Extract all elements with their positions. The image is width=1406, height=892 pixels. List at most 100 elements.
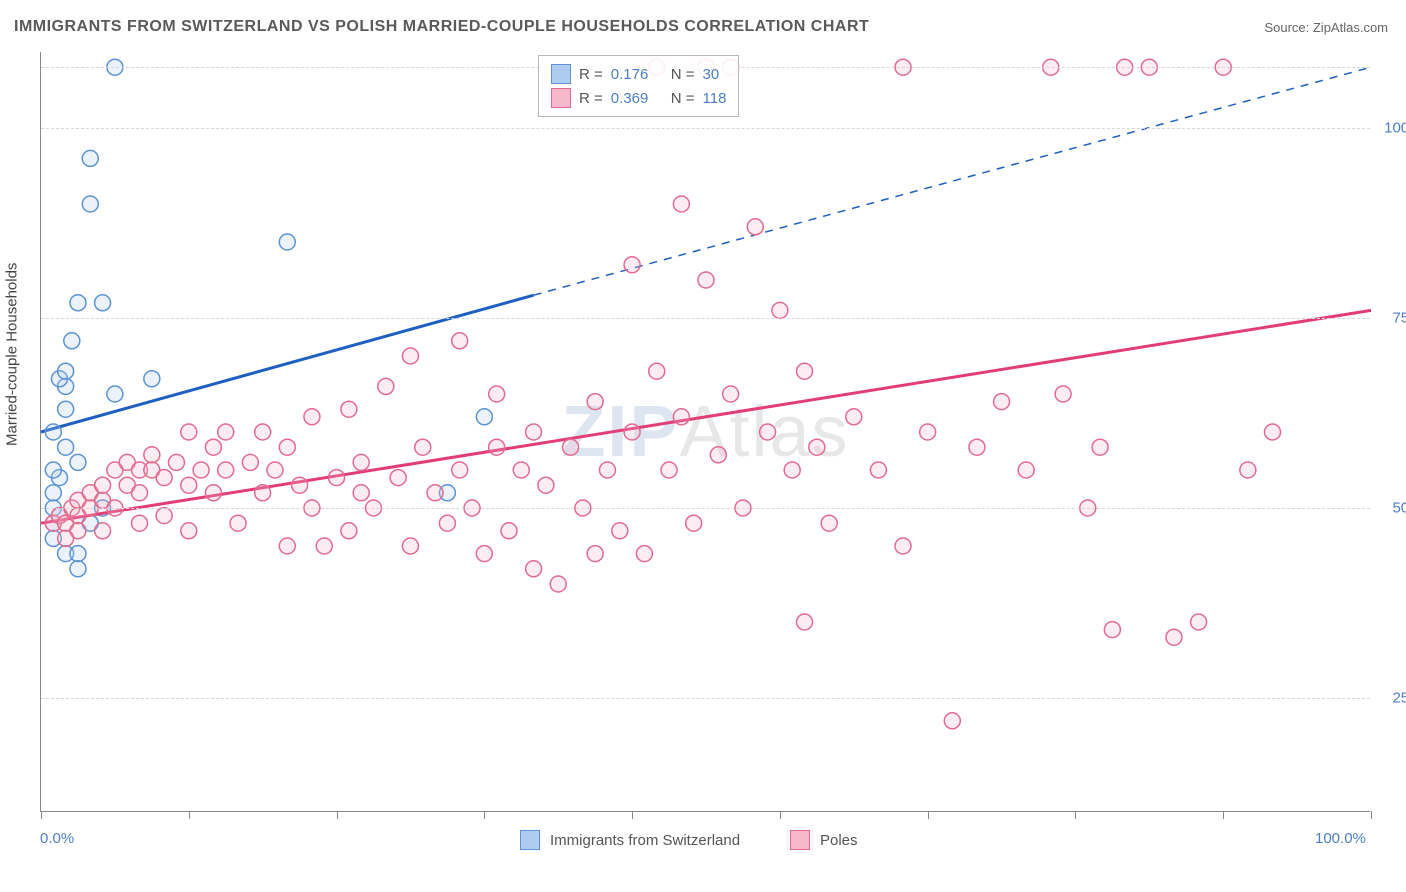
x-legend-poles: Poles bbox=[790, 830, 858, 850]
legend-swatch-poles bbox=[551, 88, 571, 108]
legend-swatch-swiss bbox=[551, 64, 571, 84]
legend-row-swiss: R =0.176N =30 bbox=[551, 62, 726, 86]
y-tick-label: 75.0% bbox=[1392, 310, 1406, 327]
legend-n-label: N = bbox=[671, 90, 695, 107]
regression-line-poles bbox=[41, 310, 1371, 523]
legend-r-value: 0.176 bbox=[611, 66, 663, 83]
source-label: Source: ZipAtlas.com bbox=[1264, 20, 1388, 35]
point-poles bbox=[846, 409, 862, 425]
point-poles bbox=[329, 470, 345, 486]
point-swiss bbox=[82, 150, 98, 166]
correlation-chart: IMMIGRANTS FROM SWITZERLAND VS POLISH MA… bbox=[0, 0, 1406, 892]
point-swiss bbox=[70, 454, 86, 470]
point-poles bbox=[1191, 614, 1207, 630]
legend-r-label: R = bbox=[579, 90, 603, 107]
point-poles bbox=[710, 447, 726, 463]
x-tick bbox=[484, 811, 485, 819]
point-poles bbox=[587, 394, 603, 410]
x-tick bbox=[928, 811, 929, 819]
point-poles bbox=[501, 523, 517, 539]
point-swiss bbox=[64, 333, 80, 349]
point-poles bbox=[218, 424, 234, 440]
point-swiss bbox=[95, 295, 111, 311]
point-poles bbox=[181, 477, 197, 493]
point-poles bbox=[686, 515, 702, 531]
point-poles bbox=[390, 470, 406, 486]
point-poles bbox=[168, 454, 184, 470]
gridline bbox=[41, 128, 1370, 129]
x-tick bbox=[1371, 811, 1372, 819]
point-poles bbox=[279, 538, 295, 554]
point-swiss bbox=[45, 424, 61, 440]
x-tick bbox=[189, 811, 190, 819]
point-poles bbox=[784, 462, 800, 478]
point-swiss bbox=[70, 295, 86, 311]
point-poles bbox=[870, 462, 886, 478]
legend-r-value: 0.369 bbox=[611, 90, 663, 107]
chart-title: IMMIGRANTS FROM SWITZERLAND VS POLISH MA… bbox=[14, 18, 869, 36]
point-poles bbox=[402, 348, 418, 364]
point-poles bbox=[316, 538, 332, 554]
point-poles bbox=[895, 538, 911, 554]
point-poles bbox=[205, 439, 221, 455]
point-swiss bbox=[58, 439, 74, 455]
x-tick bbox=[41, 811, 42, 819]
point-poles bbox=[156, 508, 172, 524]
point-swiss bbox=[82, 196, 98, 212]
point-poles bbox=[156, 470, 172, 486]
legend-n-value: 118 bbox=[703, 90, 727, 107]
gridline bbox=[41, 318, 1370, 319]
point-poles bbox=[1055, 386, 1071, 402]
legend-box: R =0.176N =30 R = 0.369 N = 118 bbox=[538, 55, 739, 117]
x-tick-label: 100.0% bbox=[1315, 830, 1366, 847]
point-poles bbox=[969, 439, 985, 455]
point-poles bbox=[994, 394, 1010, 410]
point-poles bbox=[95, 523, 111, 539]
legend-n-value: 30 bbox=[703, 66, 720, 83]
point-poles bbox=[797, 363, 813, 379]
point-poles bbox=[821, 515, 837, 531]
point-swiss bbox=[476, 409, 492, 425]
point-poles bbox=[624, 424, 640, 440]
point-poles bbox=[218, 462, 234, 478]
regression-line-swiss bbox=[41, 295, 534, 432]
point-swiss bbox=[58, 363, 74, 379]
point-poles bbox=[304, 409, 320, 425]
point-poles bbox=[341, 523, 357, 539]
point-poles bbox=[563, 439, 579, 455]
point-poles bbox=[809, 439, 825, 455]
point-poles bbox=[341, 401, 357, 417]
point-poles bbox=[132, 515, 148, 531]
point-poles bbox=[673, 196, 689, 212]
point-poles bbox=[797, 614, 813, 630]
point-poles bbox=[513, 462, 529, 478]
point-poles bbox=[193, 462, 209, 478]
plot-area: ZIPAtlas 25.0%50.0%75.0%100.0% bbox=[40, 52, 1370, 812]
point-poles bbox=[587, 546, 603, 562]
x-tick bbox=[1075, 811, 1076, 819]
point-poles bbox=[550, 576, 566, 592]
x-tick bbox=[1223, 811, 1224, 819]
point-poles bbox=[772, 302, 788, 318]
point-poles bbox=[636, 546, 652, 562]
point-swiss bbox=[107, 386, 123, 402]
point-poles bbox=[698, 272, 714, 288]
point-poles bbox=[181, 523, 197, 539]
point-poles bbox=[612, 523, 628, 539]
point-poles bbox=[723, 386, 739, 402]
point-poles bbox=[649, 363, 665, 379]
point-poles bbox=[526, 561, 542, 577]
y-tick-label: 100.0% bbox=[1384, 120, 1406, 137]
x-legend-label: Immigrants from Switzerland bbox=[550, 832, 740, 849]
point-poles bbox=[132, 485, 148, 501]
x-legend-swatch-swiss bbox=[520, 830, 540, 850]
point-poles bbox=[95, 477, 111, 493]
point-poles bbox=[58, 530, 74, 546]
point-poles bbox=[944, 713, 960, 729]
point-swiss bbox=[45, 485, 61, 501]
point-poles bbox=[538, 477, 554, 493]
point-poles bbox=[267, 462, 283, 478]
point-poles bbox=[1018, 462, 1034, 478]
x-tick bbox=[337, 811, 338, 819]
y-tick-label: 50.0% bbox=[1392, 500, 1406, 517]
